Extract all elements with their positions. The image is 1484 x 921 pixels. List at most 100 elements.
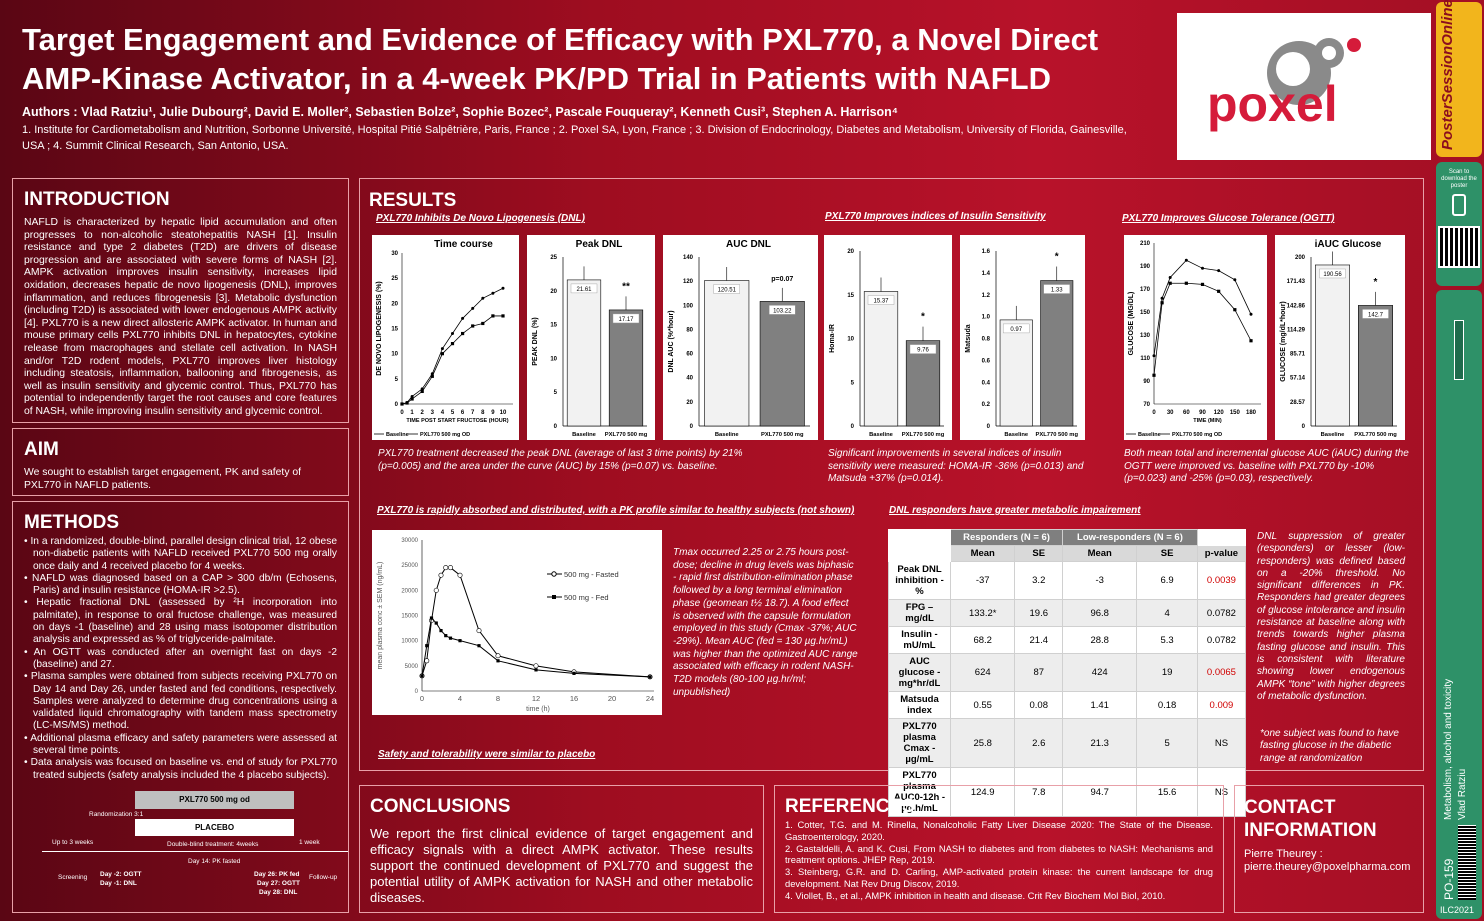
y-tick-label: 15000 <box>401 614 418 620</box>
y-tick-label: 20 <box>391 301 398 307</box>
chart-title: Peak DNL <box>576 239 623 250</box>
references-heading: REFERENCES <box>785 796 915 817</box>
data-label-box <box>612 313 640 324</box>
data-point <box>1184 258 1188 262</box>
table-cell: 624 <box>949 653 1016 692</box>
data-point <box>430 374 434 378</box>
sidebar-qr[interactable]: Scan to download the poster <box>1436 162 1482 286</box>
table-corner <box>888 529 951 546</box>
table-cell: 96.8 <box>1062 599 1138 627</box>
table-col-header: SE <box>1014 545 1064 562</box>
x-tick-label: 6 <box>461 410 465 416</box>
reference-item: 2. Gastaldelli, A. and K. Cusi, From NAS… <box>785 842 1213 866</box>
table-cell: 0.18 <box>1136 691 1198 719</box>
poster-title: Target Engagement and Evidence of Effica… <box>22 22 1099 96</box>
poster-code: PO-159 <box>1442 858 1456 900</box>
caption-dnl: PXL770 treatment decreased the peak DNL … <box>378 448 743 472</box>
table-body: Peak DNL inhibition - % -37 3.2 -3 6.9 0.0039… <box>888 561 1247 817</box>
design-1week: 1 week <box>299 839 320 846</box>
table-cell: 0.0065 <box>1196 653 1247 692</box>
bar <box>999 319 1033 427</box>
x-tick-label: 90 <box>1199 410 1206 416</box>
y-tick-label: 5 <box>554 390 558 396</box>
qr-code-icon <box>1438 226 1480 268</box>
chart-svg: AUC DNL DNL AUC (%*hour) 0 20 40 60 80 100 120 14… <box>668 239 810 438</box>
x-axis-label: TIME (MIN) <box>1193 418 1222 424</box>
data-point <box>481 321 485 326</box>
y-tick-label: 0 <box>987 424 991 430</box>
bar <box>759 301 805 427</box>
y-axis-label: Matsuda <box>965 324 972 353</box>
y-tick-label: 0 <box>690 424 694 430</box>
brand-text: PosterSessionOnline <box>1439 0 1456 150</box>
table-col-header: Mean <box>1062 545 1138 562</box>
table-row: PXL770 plasma AUC0-12h - µg.h/mL 124.9 7.8… <box>888 767 1247 817</box>
y-tick-label: 1.0 <box>982 315 991 321</box>
y-tick-label: 25 <box>391 276 398 282</box>
table-cell: NS <box>1196 718 1247 768</box>
design-drug-bar: PXL770 500 mg od <box>135 791 294 809</box>
table-cell: 4 <box>1136 599 1198 627</box>
x-tick-label: 2 <box>421 410 425 416</box>
table-col-header: p-value <box>1196 545 1247 562</box>
table-cell: 424 <box>1062 653 1138 692</box>
y-tick-label: 10 <box>391 352 398 358</box>
data-label-box <box>1043 284 1070 294</box>
aim-heading: AIM <box>24 439 59 460</box>
aim-text: We sought to establish target engagement… <box>24 467 302 491</box>
table-cell: 5.3 <box>1136 626 1198 654</box>
data-point <box>572 671 576 675</box>
y-tick-label: 140 <box>683 255 694 261</box>
y-tick-label: 142.86 <box>1287 303 1306 309</box>
subtitle-insulin: PXL770 Improves indices of Insulin Sensi… <box>825 211 1046 222</box>
data-point <box>448 565 454 571</box>
legend-label: Baseline <box>386 432 409 438</box>
conclusions-section: CONCLUSIONS We report the first clinical… <box>359 785 764 913</box>
table-cell: 19 <box>1136 653 1198 692</box>
contact-section: CONTACT INFORMATION Pierre Theurey : pie… <box>1234 785 1424 913</box>
x-tick-label: PXL770 500 mg <box>605 432 648 438</box>
table-cell: 28.8 <box>1062 626 1138 654</box>
subtitle-ogtt: PXL770 Improves Glucose Tolerance (OGTT) <box>1122 213 1335 224</box>
y-tick-label: 0.6 <box>982 358 991 364</box>
y-axis-label: DNL AUC (%*hour) <box>668 310 675 372</box>
y-tick-label: 5000 <box>405 664 419 670</box>
y-tick-label: 0 <box>395 402 399 408</box>
x-tick-label: 150 <box>1230 410 1241 416</box>
y-tick-label: 28.57 <box>1290 400 1306 406</box>
conference-code: ILC2021 <box>1440 905 1475 915</box>
reference-item: 4. Viollet, B., et al., AMPK inhibition … <box>785 889 1166 901</box>
contact-name: Pierre Theurey : <box>1244 848 1323 860</box>
table-cell: 21.3 <box>1062 718 1138 768</box>
table-group-responders: Responders (N = 6) <box>949 529 1064 546</box>
x-tick-label: 7 <box>471 410 475 416</box>
y-tick-label: 170 <box>1140 287 1151 293</box>
methods-item: • Data analysis was focused on baseline … <box>24 757 337 781</box>
table-cell: 7.8 <box>1014 767 1064 817</box>
data-label: 190.56 <box>1323 272 1342 278</box>
sidebar-info: Metabolism, alcohol and toxicity Vlad Ra… <box>1436 290 1482 919</box>
table-row: Peak DNL inhibition - % -37 3.2 -3 6.9 0.0039 <box>888 561 1247 600</box>
chart-title: Time course <box>434 239 493 250</box>
chart-svg: iAUC Glucose GLUCOSE (mg/dL*hour) 0 28.57 57… <box>1280 239 1397 438</box>
table-row: FPG – mg/dL 133.2* 19.6 96.8 4 0.0782 <box>888 599 1247 627</box>
data-label: 17.17 <box>618 317 634 323</box>
data-point <box>1168 275 1172 279</box>
table-cell: 0.0782 <box>1196 626 1247 654</box>
design-dbt: Double-blind treatment: 4weeks <box>167 841 259 848</box>
contact-heading: CONTACT INFORMATION <box>1244 797 1377 841</box>
significance-label: * <box>1055 252 1059 263</box>
legend-label: Baseline <box>1138 432 1161 438</box>
conclusions-heading: CONCLUSIONS <box>370 796 511 817</box>
aim-section: AIM We sought to establish target engage… <box>12 428 349 496</box>
x-tick-label: 12 <box>532 694 540 703</box>
authors: Authors : Vlad Ratziu¹, Julie Dubourg², … <box>22 105 898 119</box>
y-tick-label: 20 <box>686 400 693 406</box>
data-point <box>420 674 424 678</box>
reference-item: 1. Cotter, T.G. and M. Rinella, Nonalcoh… <box>785 819 1213 842</box>
bar <box>863 291 899 427</box>
data-point <box>471 306 475 310</box>
row-label: PXL770 plasma Cmax - µg/mL <box>888 718 951 768</box>
x-tick-label: 16 <box>570 694 578 703</box>
data-label-box <box>1362 309 1389 319</box>
